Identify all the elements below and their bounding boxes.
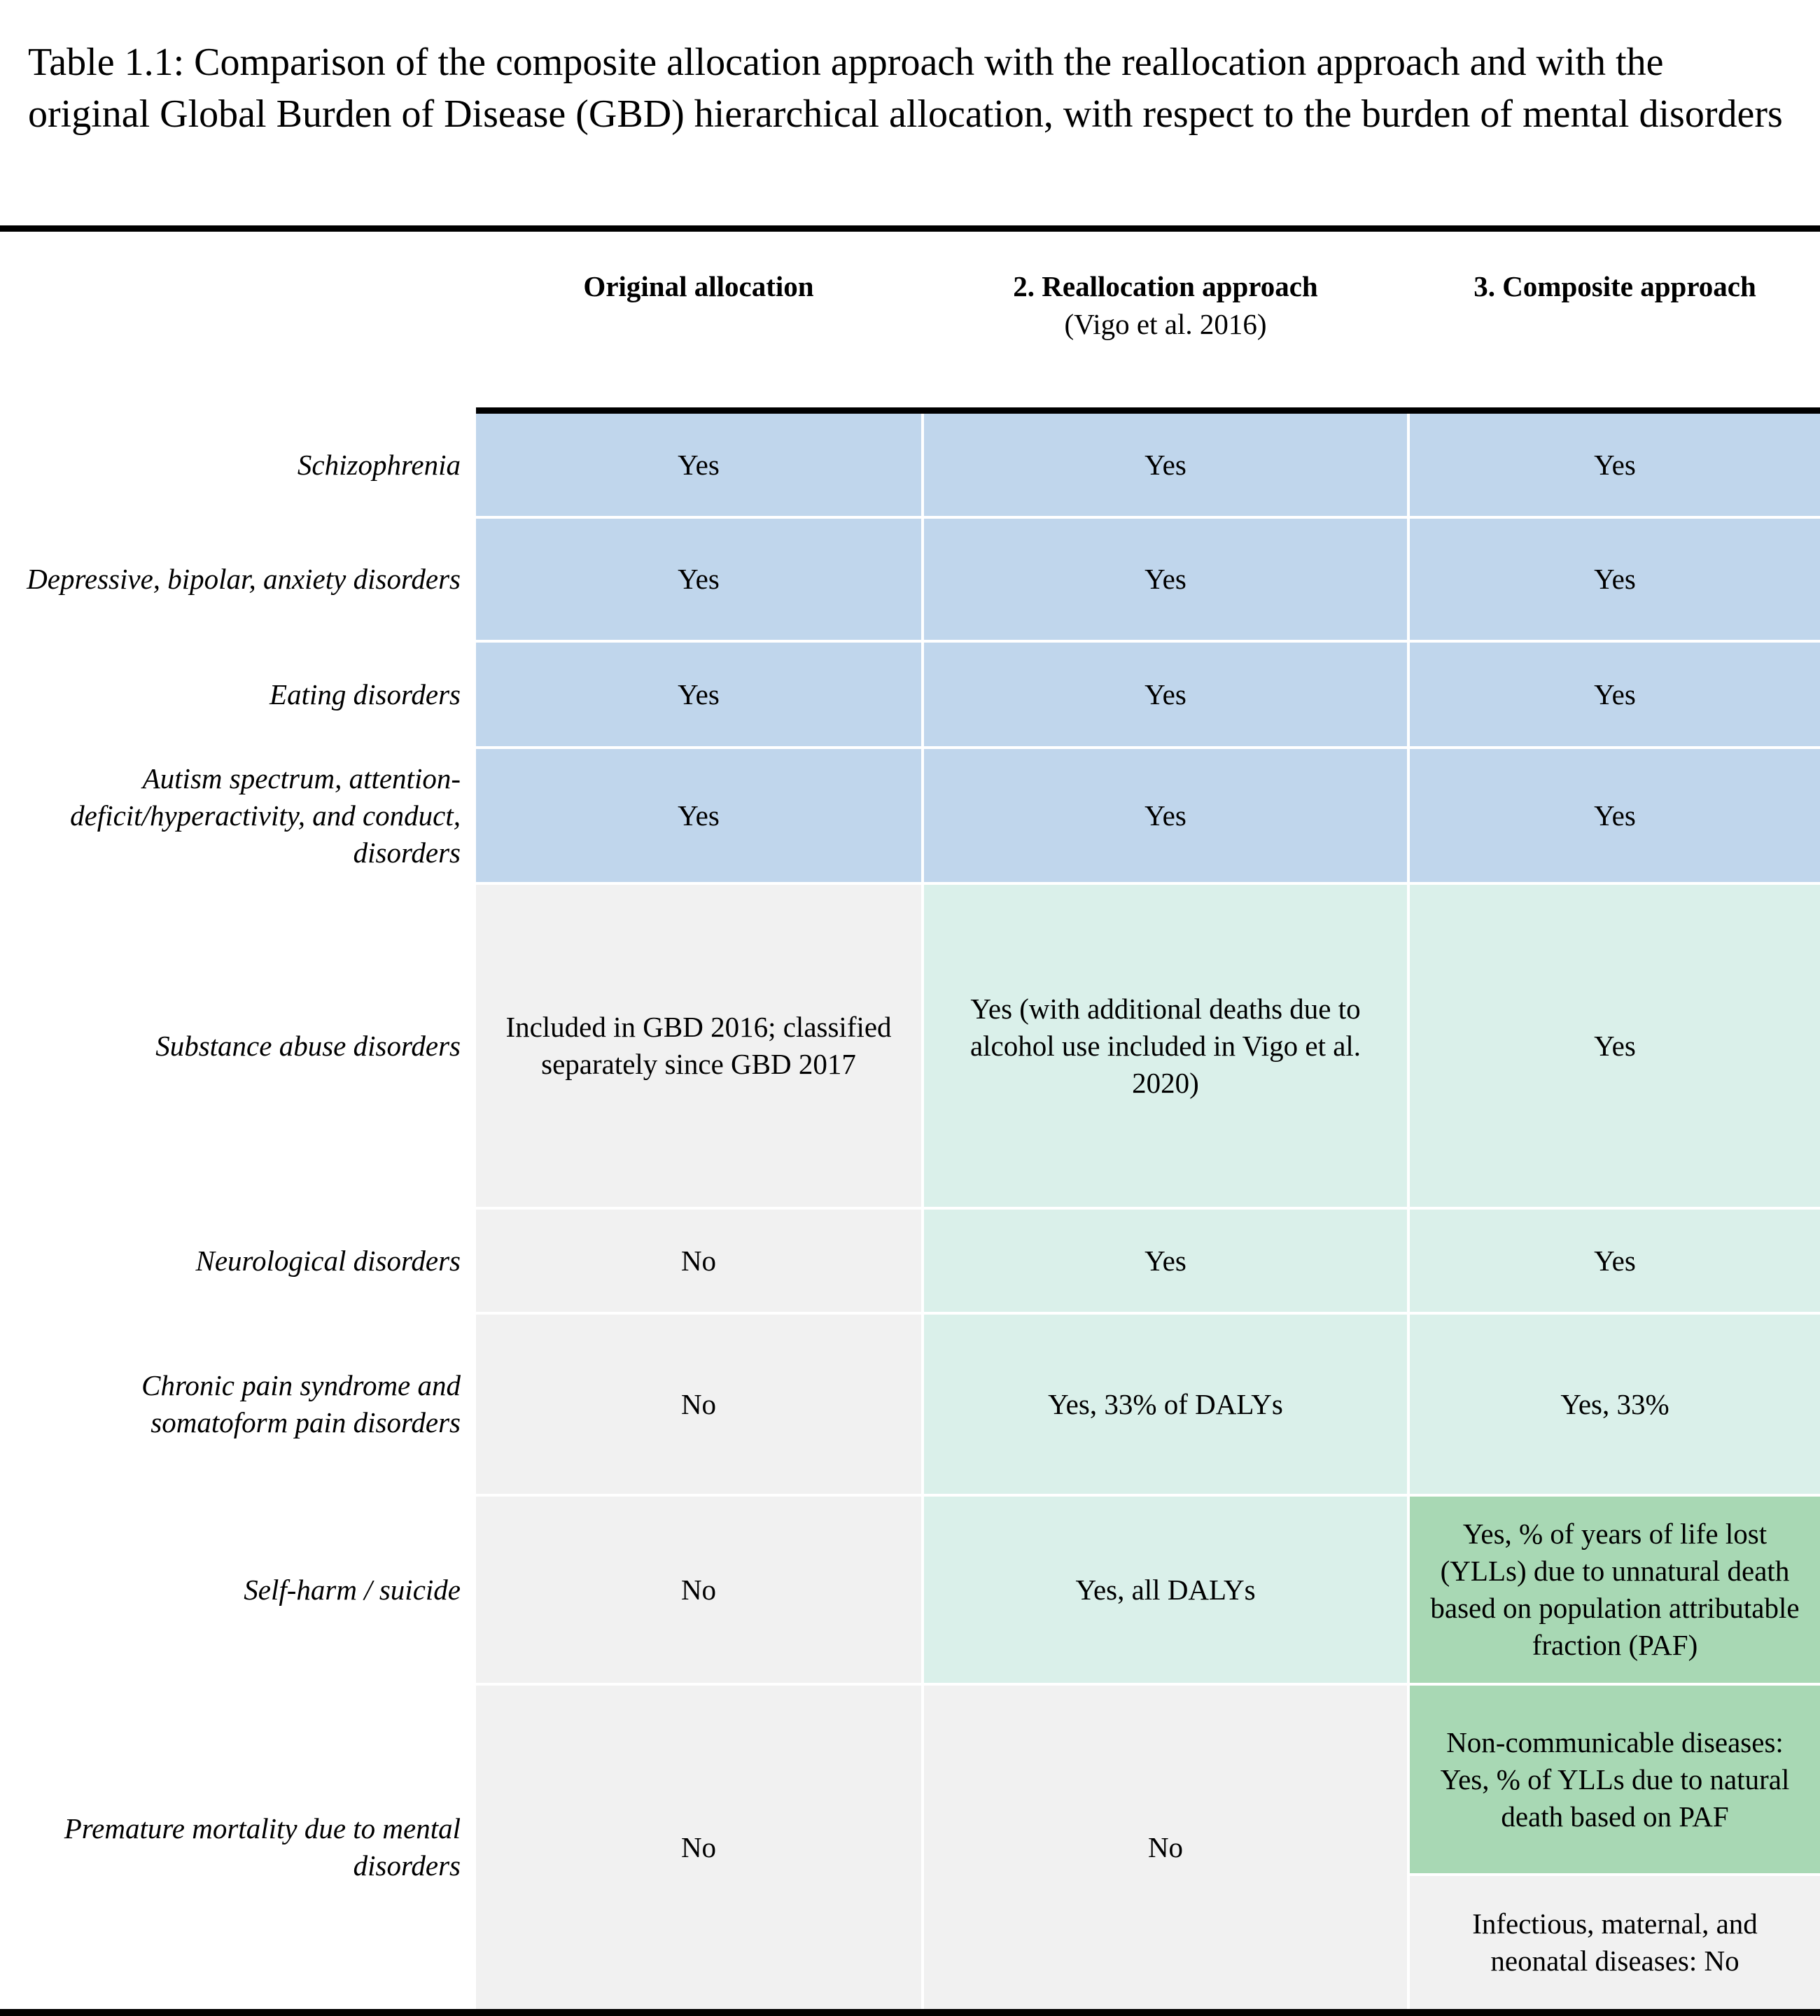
table-caption: Table 1.1: Comparison of the composite a…: [28, 41, 1783, 136]
cell-self-harm-composite: Yes, % of years of life lost (YLLs) due …: [1410, 1497, 1820, 1683]
column-header-reallocation: 2. Reallocation approach (Vigo et al. 20…: [924, 267, 1407, 343]
cell-substance-reallocation: Yes (with additional deaths due to alcoh…: [924, 885, 1407, 1207]
cell-substance-composite: Yes: [1410, 885, 1820, 1207]
cell-premature-original: No: [476, 1686, 921, 2009]
cell-schizophrenia-composite: Yes: [1410, 414, 1820, 516]
cell-eating-original: Yes: [476, 643, 921, 746]
cell-autism-reallocation: Yes: [924, 749, 1407, 882]
cell-substance-original: Included in GBD 2016; classified separat…: [476, 885, 921, 1207]
column-header-original: Original allocation: [476, 267, 921, 305]
cell-chronic-pain-reallocation: Yes, 33% of DALYs: [924, 1315, 1407, 1494]
row-label-autism-adhd-conduct: Autism spectrum, attention-deficit/hyper…: [70, 762, 461, 869]
cell-schizophrenia-reallocation: Yes: [924, 414, 1407, 516]
cell-depressive-composite: Yes: [1410, 519, 1820, 640]
cell-autism-original: Yes: [476, 749, 921, 882]
cell-schizophrenia-original: Yes: [476, 414, 921, 516]
column-header-reallocation-title: 2. Reallocation approach: [1013, 270, 1318, 302]
row-label-chronic-pain: Chronic pain syndrome and somatoform pai…: [141, 1369, 461, 1438]
column-header-composite: 3. Composite approach: [1410, 267, 1820, 305]
cell-depressive-reallocation: Yes: [924, 519, 1407, 640]
row-label-depressive-bipolar-anxiety: Depressive, bipolar, anxiety disorders: [27, 563, 461, 595]
cell-neurological-original: No: [476, 1210, 921, 1312]
header-rule: [476, 407, 1820, 414]
cell-depressive-original: Yes: [476, 519, 921, 640]
row-label-schizophrenia: Schizophrenia: [297, 448, 461, 481]
column-header-composite-title: 3. Composite approach: [1474, 270, 1756, 302]
top-rule: [0, 225, 1820, 232]
row-label-substance-abuse: Substance abuse disorders: [155, 1029, 461, 1062]
cell-premature-reallocation: No: [924, 1686, 1407, 2009]
row-label-eating-disorders: Eating disorders: [270, 678, 461, 710]
cell-self-harm-reallocation: Yes, all DALYs: [924, 1497, 1407, 1683]
cell-neurological-reallocation: Yes: [924, 1210, 1407, 1312]
cell-neurological-composite: Yes: [1410, 1210, 1820, 1312]
row-label-premature-mortality: Premature mortality due to mental disord…: [64, 1812, 461, 1882]
cell-premature-composite-ncd: Non-communicable diseases: Yes, % of YLL…: [1410, 1686, 1820, 1873]
column-header-original-title: Original allocation: [583, 270, 814, 302]
cell-eating-reallocation: Yes: [924, 643, 1407, 746]
bottom-rule: [0, 2009, 1820, 2016]
cell-chronic-pain-composite: Yes, 33%: [1410, 1315, 1820, 1494]
column-header-reallocation-subtitle: (Vigo et al. 2016): [1064, 308, 1267, 340]
cell-self-harm-original: No: [476, 1497, 921, 1683]
cell-chronic-pain-original: No: [476, 1315, 921, 1494]
cell-autism-composite: Yes: [1410, 749, 1820, 882]
row-label-neurological: Neurological disorders: [195, 1244, 461, 1277]
row-label-self-harm: Self-harm / suicide: [244, 1573, 461, 1606]
cell-eating-composite: Yes: [1410, 643, 1820, 746]
cell-premature-composite-infectious: Infectious, maternal, and neonatal disea…: [1410, 1876, 1820, 2009]
